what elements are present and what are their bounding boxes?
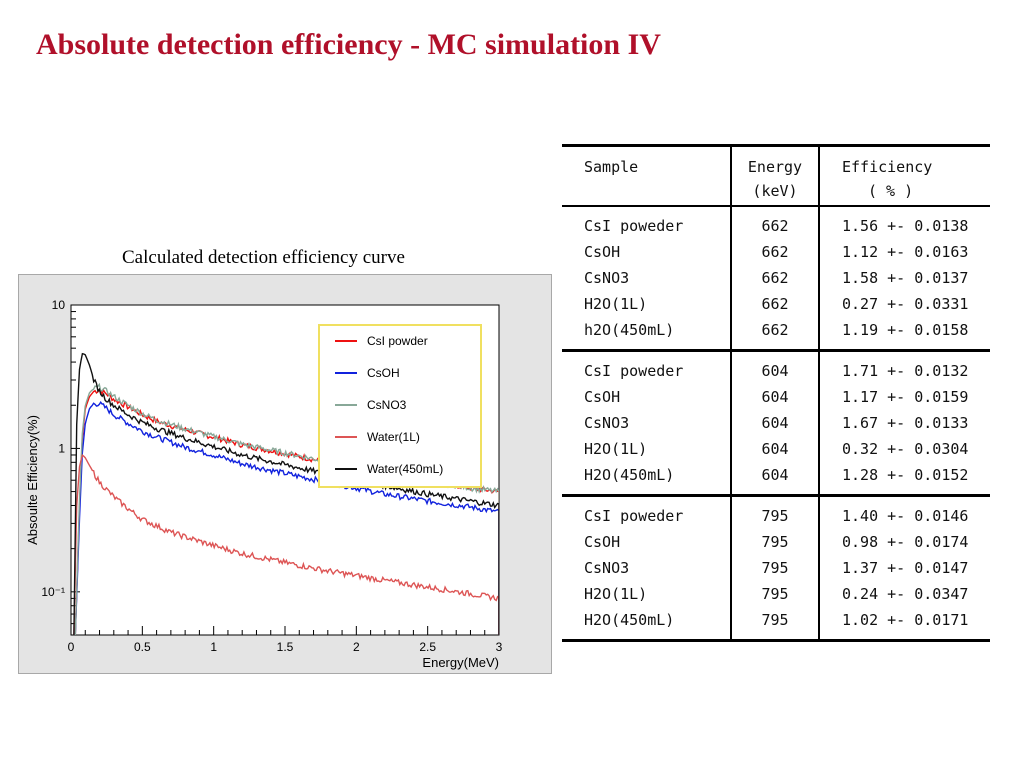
table-row: CsNO3 795 1.37 +- 0.0147: [562, 555, 990, 581]
table-row: CsNO3 604 1.67 +- 0.0133: [562, 410, 990, 436]
table-row: CsOH 604 1.17 +- 0.0159: [562, 384, 990, 410]
cell-efficiency: 0.24 +- 0.0347: [842, 585, 969, 603]
slide-title: Absolute detection efficiency - MC simul…: [36, 28, 661, 61]
cell-sample: H2O(450mL): [584, 466, 675, 484]
x-tick-label: 2: [353, 640, 360, 654]
x-tick-label: 1: [210, 640, 217, 654]
cell-sample: CsI poweder: [584, 362, 684, 380]
table-row: CsI poweder 662 1.56 +- 0.0138: [562, 206, 990, 239]
cell-efficiency: 1.67 +- 0.0133: [842, 414, 969, 432]
efficiency-chart-svg: 0 0.5 1 1.5 2 2.5 3 10 1 10⁻¹ Energy(MeV) Absoulte …: [25, 298, 503, 670]
series-line-csoh: [74, 400, 499, 635]
y-tick-label: 1: [58, 441, 65, 455]
cell-sample: h2O(450mL): [584, 321, 675, 339]
efficiency-chart: 0 0.5 1 1.5 2 2.5 3 10 1 10⁻¹ Energy(MeV) Absoulte …: [18, 274, 552, 674]
cell-efficiency: 1.71 +- 0.0132: [842, 362, 969, 380]
header-sample: Sample: [584, 158, 639, 176]
x-tick-label: 1.5: [277, 640, 294, 654]
x-axis-label: Energy(MeV): [422, 655, 499, 670]
cell-sample: CsI poweder: [584, 507, 684, 525]
cell-efficiency: 1.12 +- 0.0163: [842, 243, 969, 261]
cell-efficiency: 0.27 +- 0.0331: [842, 295, 969, 313]
cell-efficiency: 1.19 +- 0.0158: [842, 321, 969, 339]
y-axis-label: Absoulte Efficiency(%): [25, 415, 40, 545]
header-efficiency-label: Efficiency: [842, 158, 933, 176]
cell-sample: H2O(1L): [584, 295, 648, 313]
cell-energy: 662: [730, 206, 820, 239]
cell-energy: 662: [730, 317, 820, 351]
table-row: CsNO3 662 1.58 +- 0.0137: [562, 265, 990, 291]
header-energy: Energy (keV): [730, 145, 820, 206]
cell-sample: CsOH: [584, 533, 621, 551]
cell-efficiency: 1.28 +- 0.0152: [842, 466, 969, 484]
cell-efficiency: 1.37 +- 0.0147: [842, 559, 969, 577]
series-line-water-450ml-: [73, 352, 499, 635]
y-tick-label: 10: [52, 298, 66, 312]
table-header-row: Sample Energy (keV) Efficiency ( % ): [562, 145, 990, 207]
table-header: Sample Energy (keV) Efficiency ( % ): [562, 145, 990, 207]
cell-energy: 795: [730, 581, 820, 607]
cell-efficiency: 0.32 +- 0.0304: [842, 440, 969, 458]
table-row: H2O(450mL) 604 1.28 +- 0.0152: [562, 462, 990, 496]
cell-efficiency: 1.17 +- 0.0159: [842, 388, 969, 406]
y-tick-label: 10⁻¹: [41, 585, 65, 599]
x-tick-label: 2.5: [419, 640, 436, 654]
cell-sample: CsNO3: [584, 414, 630, 432]
legend-label: CsNO3: [367, 398, 407, 412]
x-tick-label: 0: [68, 640, 75, 654]
chart-caption: Calculated detection efficiency curve: [122, 247, 405, 268]
cell-sample: H2O(450mL): [584, 611, 675, 629]
legend-label: CsOH: [367, 366, 400, 380]
cell-sample: H2O(1L): [584, 440, 648, 458]
table-row: CsI poweder 604 1.71 +- 0.0132: [562, 350, 990, 384]
cell-energy: 795: [730, 555, 820, 581]
table-row: H2O(1L) 662 0.27 +- 0.0331: [562, 291, 990, 317]
header-efficiency-unit: ( % ): [868, 182, 914, 200]
legend-label: Water(450mL): [367, 462, 443, 476]
cell-energy: 795: [730, 607, 820, 641]
table-group-604: CsI poweder 604 1.71 +- 0.0132 CsOH 604 1.17…: [562, 350, 990, 496]
header-energy-label: Energy: [747, 158, 803, 176]
cell-efficiency: 1.58 +- 0.0137: [842, 269, 969, 287]
cell-sample: CsOH: [584, 388, 621, 406]
cell-energy: 604: [730, 462, 820, 496]
table-row: H2O(1L) 795 0.24 +- 0.0347: [562, 581, 990, 607]
cell-energy: 604: [730, 350, 820, 384]
cell-sample: CsNO3: [584, 559, 630, 577]
cell-energy: 662: [730, 291, 820, 317]
cell-efficiency: 1.02 +- 0.0171: [842, 611, 969, 629]
cell-energy: 662: [730, 265, 820, 291]
legend-label: CsI powder: [367, 334, 428, 348]
cell-efficiency: 1.40 +- 0.0146: [842, 507, 969, 525]
cell-sample: CsOH: [584, 243, 621, 261]
cell-energy: 795: [730, 495, 820, 529]
table-row: h2O(450mL) 662 1.19 +- 0.0158: [562, 317, 990, 351]
cell-efficiency: 1.56 +- 0.0138: [842, 217, 969, 235]
table-group-662: CsI poweder 662 1.56 +- 0.0138 CsOH 662 1.12…: [562, 206, 990, 351]
cell-energy: 604: [730, 410, 820, 436]
table-row: H2O(1L) 604 0.32 +- 0.0304: [562, 436, 990, 462]
table-row: CsOH 795 0.98 +- 0.0174: [562, 529, 990, 555]
legend-label: Water(1L): [367, 430, 420, 444]
table-group-795: CsI poweder 795 1.40 +- 0.0146 CsOH 795 0.98…: [562, 495, 990, 641]
table-row: H2O(450mL) 795 1.02 +- 0.0171: [562, 607, 990, 641]
efficiency-table: Sample Energy (keV) Efficiency ( % ) CsI…: [562, 144, 990, 642]
cell-sample: H2O(1L): [584, 585, 648, 603]
cell-efficiency: 0.98 +- 0.0174: [842, 533, 969, 551]
efficiency-table-container: Sample Energy (keV) Efficiency ( % ) CsI…: [562, 144, 990, 642]
cell-sample: CsNO3: [584, 269, 630, 287]
table-row: CsI poweder 795 1.40 +- 0.0146: [562, 495, 990, 529]
x-tick-label: 0.5: [134, 640, 151, 654]
header-energy-unit: (keV): [752, 182, 798, 200]
x-tick-label: 3: [496, 640, 503, 654]
cell-energy: 662: [730, 239, 820, 265]
cell-sample: CsI poweder: [584, 217, 684, 235]
table-row: CsOH 662 1.12 +- 0.0163: [562, 239, 990, 265]
header-efficiency: Efficiency ( % ): [819, 146, 990, 207]
cell-energy: 604: [730, 384, 820, 410]
series-line-water-1l-: [73, 453, 499, 635]
cell-energy: 604: [730, 436, 820, 462]
cell-energy: 795: [730, 529, 820, 555]
